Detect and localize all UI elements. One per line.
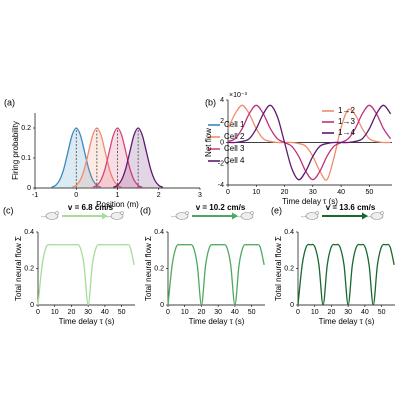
x-tick-label: 0 — [226, 189, 230, 196]
line — [227, 104, 392, 181]
mouse-ear — [250, 211, 254, 215]
y-tick-label: 0 — [220, 139, 224, 146]
x-tick-label: 30 — [214, 309, 222, 316]
y-tick-label: 0.4 — [154, 229, 164, 236]
mouse-ear — [315, 211, 319, 215]
x-axis-label: Time delay τ (s) — [59, 317, 115, 326]
arrow-head — [362, 212, 368, 220]
panel-label: (e) — [271, 205, 282, 215]
x-tick-label: 0 — [74, 192, 78, 199]
x-tick-label: 30 — [309, 189, 317, 196]
y-tick-label: 4 — [220, 97, 224, 104]
x-tick-label: 2 — [157, 192, 161, 199]
mouse-ear — [380, 211, 384, 215]
y-tick-label: 0 — [27, 185, 31, 192]
mouse-ear — [120, 211, 124, 215]
mouse-tail — [170, 215, 177, 218]
x-tick-label: 50 — [118, 309, 126, 316]
x-tick-label: 40 — [231, 309, 239, 316]
legend-label: 1→4 — [338, 128, 355, 137]
x-tick-label: 50 — [248, 309, 256, 316]
x-tick-label: 0 — [296, 309, 300, 316]
y-tick-label: 0.4 — [24, 229, 34, 236]
x-tick-label: 10 — [252, 189, 260, 196]
y-tick-label: 0 — [290, 302, 294, 309]
y-tick-label: 0.2 — [284, 265, 294, 272]
line — [227, 104, 392, 181]
legend-label: 1→2 — [338, 106, 355, 115]
panel-label: (d) — [140, 205, 151, 215]
annotation: v = 6.8 cm/s — [68, 203, 114, 212]
y-tick-label: 0 — [160, 302, 164, 309]
line — [227, 104, 391, 181]
line — [297, 243, 395, 306]
x-tick-label: 0 — [36, 309, 40, 316]
y-tick-label: 0 — [30, 302, 34, 309]
panel-label: (b) — [205, 97, 216, 107]
x-tick-label: 20 — [328, 309, 336, 316]
x-tick-label: 40 — [337, 189, 345, 196]
y-tick-label: -2 — [218, 161, 224, 168]
y-scale-label: ×10⁻³ — [229, 92, 248, 99]
x-tick-label: 10 — [51, 309, 59, 316]
x-tick-label: -1 — [32, 192, 38, 199]
x-axis-label: Time delay τ (s) — [282, 197, 338, 206]
mouse-tail — [300, 215, 307, 218]
y-axis-label: Firing probability — [11, 121, 20, 180]
x-tick-label: 20 — [68, 309, 76, 316]
arrow-head — [232, 212, 238, 220]
x-tick-label: 0 — [166, 309, 170, 316]
x-axis-label: Time delay τ (s) — [189, 317, 245, 326]
legend-label: 1→3 — [338, 117, 355, 126]
arrow-head — [102, 212, 108, 220]
y-tick-label: 0.2 — [154, 265, 164, 272]
annotation: v = 10.2 cm/s — [196, 203, 246, 212]
x-tick-label: 1 — [116, 192, 120, 199]
x-tick-label: 10 — [181, 309, 189, 316]
y-tick-label: 0.2 — [21, 125, 31, 132]
y-tick-label: -4 — [218, 182, 224, 189]
x-tick-label: 3 — [198, 192, 202, 199]
line — [37, 243, 135, 306]
mouse-ear — [185, 211, 189, 215]
x-tick-label: 40 — [361, 309, 369, 316]
x-tick-label: 50 — [378, 309, 386, 316]
mouse-tail — [40, 215, 47, 218]
y-tick-label: 0.1 — [21, 155, 31, 162]
x-tick-label: 10 — [311, 309, 319, 316]
mouse-ear — [55, 211, 59, 215]
x-axis-label: Time delay τ (s) — [319, 317, 375, 326]
y-axis-label: Total neural flow Σ — [274, 236, 283, 301]
legend-label: Cell 3 — [224, 144, 245, 153]
x-tick-label: 20 — [281, 189, 289, 196]
x-tick-label: 30 — [84, 309, 92, 316]
x-tick-label: 40 — [101, 309, 109, 316]
legend-label: Cell 4 — [224, 156, 245, 165]
line — [167, 243, 265, 306]
legend-label: Cell 1 — [224, 120, 245, 129]
annotation: v = 13.6 cm/s — [326, 203, 376, 212]
x-axis-label: Position (m) — [96, 200, 139, 209]
x-tick-label: 30 — [344, 309, 352, 316]
x-tick-label: 50 — [365, 189, 373, 196]
y-tick-label: 0.2 — [24, 265, 34, 272]
legend-label: Cell 2 — [224, 132, 245, 141]
panel-label: (c) — [3, 205, 14, 215]
y-axis-label: Net flow — [204, 128, 213, 157]
panel-label: (a) — [4, 97, 15, 107]
y-axis-label: Total neural flow Σ — [14, 236, 23, 301]
x-tick-label: 20 — [198, 309, 206, 316]
y-axis-label: Total neural flow Σ — [144, 236, 153, 301]
y-tick-label: 2 — [220, 118, 224, 125]
y-tick-label: 0.4 — [284, 229, 294, 236]
